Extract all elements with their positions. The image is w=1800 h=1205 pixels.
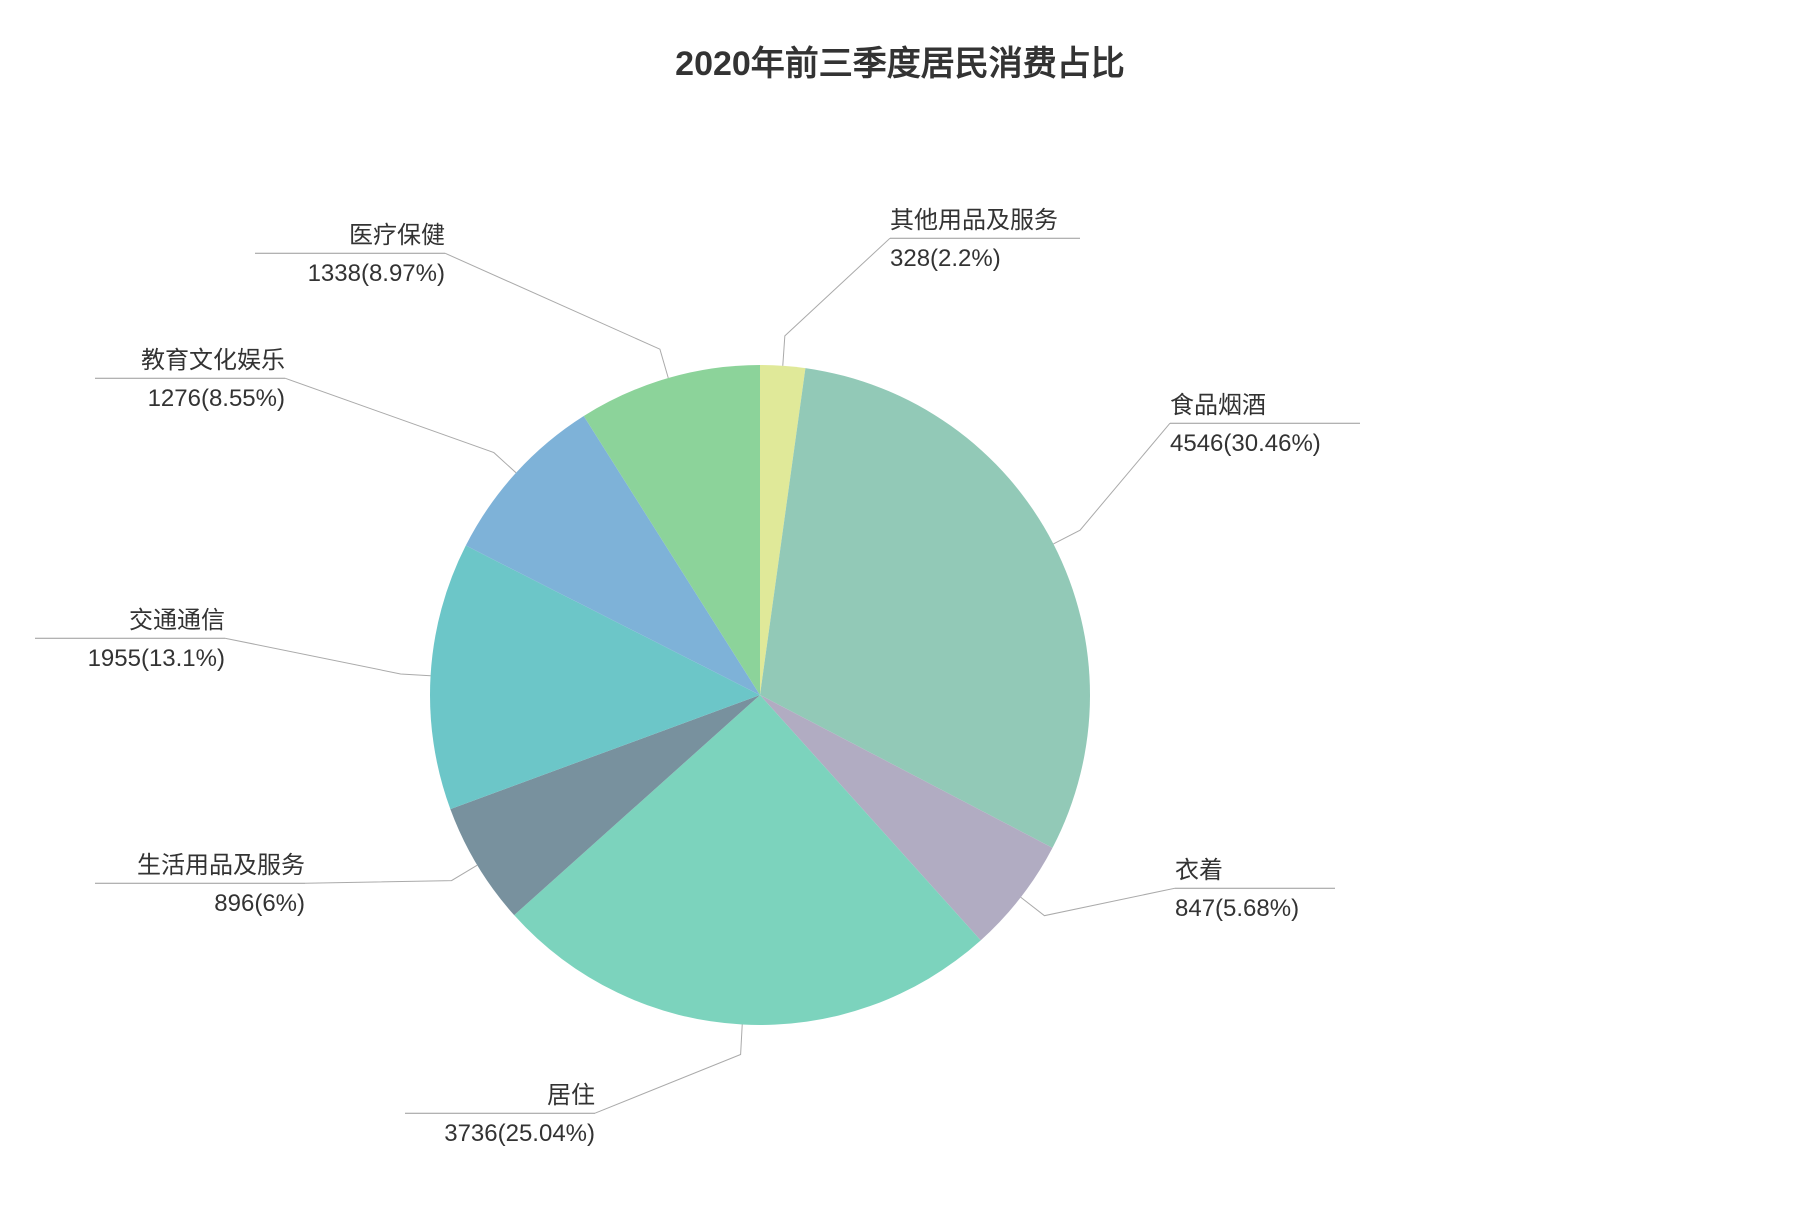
pie-chart: 其他用品及服务 328(2.2%) 食品烟酒 4546(30.46%) 衣着 847(5.… [0, 85, 1800, 1205]
slice-label-name: 食品烟酒 [1170, 392, 1266, 419]
slice-label-value: 1276(8.55%) [148, 385, 285, 412]
slice-label-value: 4546(30.46%) [1170, 430, 1321, 457]
slice-label-name: 医疗保健 [349, 222, 445, 249]
label-leader [225, 638, 431, 675]
label-leader [305, 865, 477, 883]
chart-title: 2020年前三季度居民消费占比 [0, 0, 1800, 85]
slice-label-value: 3736(25.04%) [444, 1120, 595, 1147]
slice-label-name: 衣着 [1175, 857, 1223, 884]
label-leader [595, 1025, 742, 1114]
slice-label-value: 896(6%) [214, 890, 305, 917]
slice-label-value: 328(2.2%) [890, 245, 1001, 272]
slice-label-name: 交通通信 [129, 607, 225, 634]
slice-label-name: 教育文化娱乐 [141, 347, 285, 374]
label-leader [285, 378, 516, 473]
label-leader [783, 238, 890, 366]
label-leader [1053, 423, 1170, 544]
label-leader [1021, 888, 1175, 915]
label-leader [445, 253, 668, 378]
slice-label-name: 居住 [547, 1082, 595, 1109]
slice-label-value: 1955(13.1%) [88, 645, 225, 672]
slice-label-name: 其他用品及服务 [890, 207, 1058, 234]
slice-label-name: 生活用品及服务 [137, 852, 305, 879]
slice-label-value: 1338(8.97%) [308, 260, 445, 287]
slice-label-value: 847(5.68%) [1175, 895, 1299, 922]
